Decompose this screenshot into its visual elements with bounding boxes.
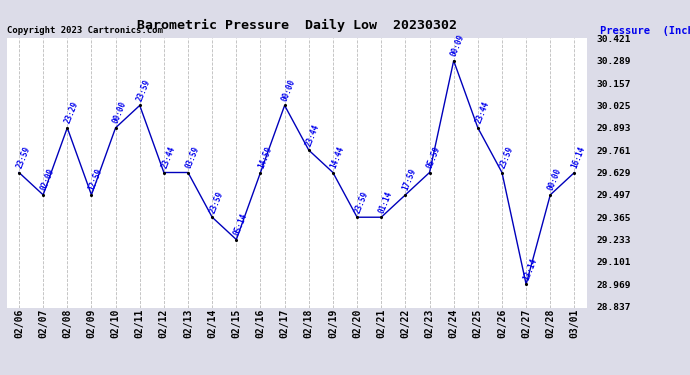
Point bbox=[86, 192, 97, 198]
Point bbox=[472, 125, 483, 131]
Point bbox=[448, 58, 460, 64]
Point bbox=[375, 214, 386, 220]
Point bbox=[230, 237, 241, 243]
Text: 01:14: 01:14 bbox=[377, 190, 394, 214]
Point bbox=[62, 125, 73, 131]
Text: 00:00: 00:00 bbox=[111, 100, 128, 125]
Text: Pressure  (Inches/Hg): Pressure (Inches/Hg) bbox=[600, 26, 690, 36]
Text: Copyright 2023 Cartronics.com: Copyright 2023 Cartronics.com bbox=[7, 26, 163, 35]
Point bbox=[255, 170, 266, 176]
Point bbox=[303, 147, 314, 153]
Point bbox=[14, 170, 25, 176]
Text: 00:09: 00:09 bbox=[449, 33, 466, 58]
Text: 23:59: 23:59 bbox=[14, 145, 32, 170]
Text: 23:44: 23:44 bbox=[304, 123, 322, 147]
Point bbox=[182, 170, 193, 176]
Point bbox=[158, 170, 169, 176]
Text: 17:59: 17:59 bbox=[401, 167, 418, 192]
Text: 00:00: 00:00 bbox=[546, 167, 563, 192]
Point bbox=[279, 102, 290, 108]
Text: 05:59: 05:59 bbox=[425, 145, 442, 170]
Text: Barometric Pressure  Daily Low  20230302: Barometric Pressure Daily Low 20230302 bbox=[137, 19, 457, 32]
Text: 14:59: 14:59 bbox=[256, 145, 273, 170]
Point bbox=[520, 281, 531, 287]
Text: 23:44: 23:44 bbox=[159, 145, 177, 170]
Point bbox=[207, 214, 218, 220]
Point bbox=[328, 170, 339, 176]
Text: 23:59: 23:59 bbox=[208, 190, 225, 214]
Text: 13:14: 13:14 bbox=[522, 257, 539, 282]
Point bbox=[424, 170, 435, 176]
Text: 03:59: 03:59 bbox=[184, 145, 201, 170]
Point bbox=[569, 170, 580, 176]
Text: 16:14: 16:14 bbox=[570, 145, 587, 170]
Text: 23:59: 23:59 bbox=[497, 145, 515, 170]
Text: 23:44: 23:44 bbox=[473, 100, 491, 125]
Text: 23:29: 23:29 bbox=[63, 100, 80, 125]
Text: 05:14: 05:14 bbox=[232, 212, 249, 237]
Text: 02:09: 02:09 bbox=[39, 167, 56, 192]
Point bbox=[545, 192, 556, 198]
Point bbox=[400, 192, 411, 198]
Text: 00:00: 00:00 bbox=[280, 78, 297, 103]
Text: 14:44: 14:44 bbox=[328, 145, 346, 170]
Point bbox=[497, 170, 508, 176]
Text: 23:59: 23:59 bbox=[135, 78, 152, 103]
Point bbox=[110, 125, 121, 131]
Point bbox=[134, 102, 145, 108]
Text: 12:59: 12:59 bbox=[87, 167, 104, 192]
Point bbox=[351, 214, 363, 220]
Point bbox=[37, 192, 48, 198]
Text: 23:59: 23:59 bbox=[353, 190, 370, 214]
